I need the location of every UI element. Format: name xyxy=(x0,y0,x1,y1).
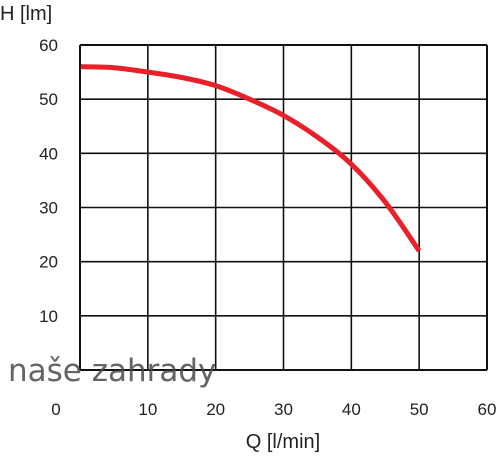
series-layer xyxy=(79,64,422,253)
y-tick-label: 30 xyxy=(39,199,58,218)
x-tick-label: 10 xyxy=(138,400,157,419)
grid xyxy=(80,45,487,370)
tick-labels: 10 20 30 40 50 60 0 10 20 30 40 50 60 xyxy=(39,36,496,419)
y-tick-label: 20 xyxy=(39,253,58,272)
x-tick-label: 20 xyxy=(206,400,225,419)
x-tick-label: 60 xyxy=(478,400,497,419)
x-axis-label: Q [l/min] xyxy=(246,431,320,453)
y-tick-label: 10 xyxy=(39,307,58,326)
plot-frame xyxy=(79,44,488,371)
x-tick-label: 50 xyxy=(410,400,429,419)
y-tick-label: 60 xyxy=(39,36,58,55)
series-line-0 xyxy=(79,64,422,253)
y-axis-label: H [lm] xyxy=(0,3,52,25)
x-tick-label: 0 xyxy=(51,400,60,419)
x-tick-label: 30 xyxy=(274,400,293,419)
y-tick-label: 40 xyxy=(39,144,58,163)
y-tick-label: 50 xyxy=(39,90,58,109)
x-tick-label: 40 xyxy=(342,400,361,419)
watermark-logo: naše zahrady xyxy=(8,353,216,389)
